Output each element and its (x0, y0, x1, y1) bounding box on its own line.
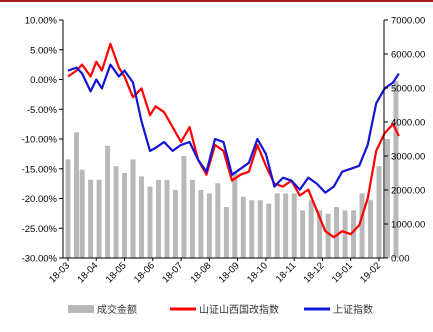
volume-bar (274, 193, 280, 258)
volume-bar (189, 179, 195, 258)
left-tick-label: -5.00% (27, 105, 58, 116)
x-tick-label: 18-12 (302, 260, 327, 285)
right-tick-label: 1000.00 (391, 220, 425, 231)
volume-bar (257, 200, 263, 258)
x-tick-label: 18-11 (274, 260, 298, 284)
left-tick-label: -15.00% (22, 164, 58, 175)
x-tick-label: 18-10 (245, 260, 270, 285)
right-tick-label: 2000.00 (391, 186, 425, 197)
legend-swatch-bar (68, 305, 94, 313)
index-lines (67, 42, 400, 239)
x-tick-label: 18-07 (160, 260, 185, 285)
x-tick-label: 18-09 (217, 260, 242, 285)
top-accent-line (0, 0, 433, 2)
volume-bar (334, 207, 340, 258)
volume-bar (384, 139, 390, 258)
legend-label: 山证山西国改指数 (199, 303, 279, 316)
volume-bar (317, 210, 323, 258)
series-line-shanxi-index (67, 42, 400, 239)
volume-bar (147, 186, 153, 258)
x-tick-label: 18-05 (104, 260, 129, 285)
x-tick-label: 18-04 (75, 260, 100, 285)
volume-bar (232, 173, 238, 258)
series-line-shanghai-index (67, 63, 400, 194)
right-tick-label: 0.00 (391, 254, 410, 265)
volume-bar (206, 193, 212, 258)
volume-bar (240, 196, 246, 258)
volume-bar (155, 179, 161, 258)
x-tick-label: 19-01 (330, 260, 355, 285)
volume-bar (249, 200, 255, 258)
left-tick-label: -25.00% (22, 224, 58, 235)
x-tick-label: 19-02 (358, 260, 383, 285)
volume-bar (266, 203, 272, 258)
volume-bar (96, 179, 102, 258)
volume-bars (65, 81, 399, 258)
volume-bar (113, 166, 119, 258)
volume-bar (223, 207, 229, 258)
volume-bar (300, 210, 306, 258)
axes: 10.00% 5.00% 0.00% -5.00% -10.00% -15.00% -20.… (22, 16, 426, 286)
volume-bar (73, 132, 79, 258)
volume-bar (283, 193, 289, 258)
volume-bar (351, 210, 357, 258)
volume-bar (393, 81, 399, 258)
volume-bar (122, 173, 128, 258)
legend-label: 上证指数 (333, 303, 373, 316)
volume-bar (215, 183, 221, 258)
volume-bar (164, 179, 170, 258)
volume-bar (130, 159, 136, 258)
right-tick-label: 4000.00 (391, 118, 425, 129)
left-tick-label: 5.00% (30, 45, 57, 56)
volume-bar (376, 166, 382, 258)
volume-bar (88, 179, 94, 258)
legend-label: 成交金额 (97, 303, 137, 316)
right-tick-label: 5000.00 (391, 84, 425, 95)
volume-bar (198, 190, 204, 258)
left-tick-label: -10.00% (22, 135, 58, 146)
volume-bar (291, 193, 297, 258)
legend: 成交金额 山证山西国改指数 上证指数 (68, 303, 373, 316)
volume-bar (139, 176, 145, 258)
left-tick-label: 10.00% (25, 16, 58, 27)
volume-bar (342, 210, 348, 258)
volume-bar (79, 169, 85, 258)
right-tick-label: 3000.00 (391, 152, 425, 163)
left-tick-label: -30.00% (22, 254, 58, 265)
volume-bar (368, 200, 374, 258)
volume-bar (181, 156, 187, 258)
volume-bar (105, 145, 111, 258)
volume-bar (359, 193, 365, 258)
left-tick-label: 0.00% (30, 75, 57, 86)
right-tick-label: 6000.00 (391, 50, 425, 61)
left-tick-label: -20.00% (22, 194, 58, 205)
x-tick-label: 18-08 (189, 260, 214, 285)
volume-bar (325, 213, 331, 258)
right-tick-label: 7000.00 (391, 16, 425, 27)
x-tick-label: 18-06 (132, 260, 157, 285)
volume-bar (172, 190, 178, 258)
volume-bar (65, 159, 71, 258)
volume-bar (308, 200, 314, 258)
